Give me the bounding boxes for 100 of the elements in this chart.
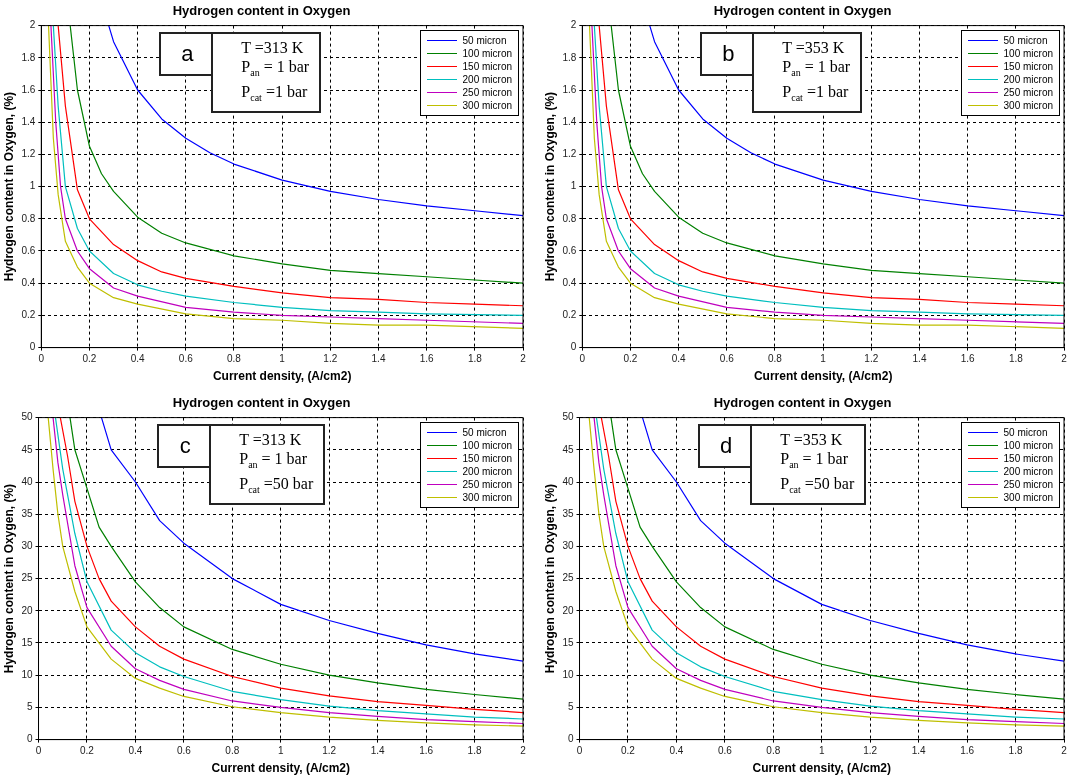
y-axis-title: Hydrogen content in Oxygen, (%) xyxy=(542,91,557,282)
chart-title: Hydrogen content in Oxygen xyxy=(172,395,351,411)
x-tick-label: 1 xyxy=(279,353,286,365)
x-tick-label: 1.2 xyxy=(864,353,879,365)
y-tick-label: 1.6 xyxy=(21,83,36,95)
x-axis-title: Current density, (A/cm2) xyxy=(752,761,891,776)
y-tick-label: 20 xyxy=(562,604,574,616)
y-tick-label: 0.6 xyxy=(562,244,577,256)
y-tick-label: 0.8 xyxy=(562,212,577,224)
legend-label: 200 micron xyxy=(462,464,512,478)
y-tick-label: 40 xyxy=(21,475,33,487)
chart-title: Hydrogen content in Oxygen xyxy=(172,3,351,19)
legend-label: 100 micron xyxy=(1003,46,1053,60)
x-tick-label: 0.2 xyxy=(623,353,638,365)
x-tick-label: 0.4 xyxy=(671,353,687,365)
annotation: T =353 K xyxy=(782,37,846,57)
legend-label: 100 micron xyxy=(462,438,512,452)
x-tick-label: 1.8 xyxy=(1008,745,1023,757)
y-tick-label: 0.2 xyxy=(562,309,577,321)
chart-title: Hydrogen content in Oxygen xyxy=(713,395,892,411)
annotation: P$_{an}$ = 1 bar xyxy=(782,56,851,80)
legend-label: 300 micron xyxy=(462,490,512,504)
legend-label: 50 micron xyxy=(462,33,507,47)
y-tick-label: 2 xyxy=(29,19,36,31)
y-tick-label: 0 xyxy=(570,341,577,353)
conditions-box: T =313 K P$_{an}$ = 1 bar P$_{cat}$ =50 bar xyxy=(209,423,326,505)
y-tick-label: 50 xyxy=(21,411,33,423)
x-tick-label: 0.8 xyxy=(768,353,783,365)
x-tick-label: 0.2 xyxy=(80,745,95,757)
y-tick-label: 1.4 xyxy=(21,115,36,127)
y-tick-label: 50 xyxy=(562,411,574,423)
annotation: P$_{cat}$ =1 bar xyxy=(782,81,850,105)
x-tick-label: 1.6 xyxy=(419,353,435,365)
x-axis-title: Current density, (A/cm2) xyxy=(753,369,893,384)
annotation: P$_{an}$ = 1 bar xyxy=(241,56,310,80)
legend-label: 50 micron xyxy=(1003,425,1048,439)
x-tick-label: 0.6 xyxy=(719,353,735,365)
y-tick-label: 1.2 xyxy=(562,148,577,160)
y-tick-label: 0.8 xyxy=(21,212,36,224)
x-tick-label: 1.4 xyxy=(911,745,927,757)
annotation: P$_{cat}$ =50 bar xyxy=(239,473,314,497)
y-axis-title: Hydrogen content in Oxygen, (%) xyxy=(1,483,16,674)
x-tick-label: 0.2 xyxy=(621,745,636,757)
y-tick-label: 20 xyxy=(21,604,33,616)
y-tick-label: 15 xyxy=(21,636,33,648)
x-tick-label: 1.6 xyxy=(419,745,434,757)
x-tick-label: 0.2 xyxy=(82,353,97,365)
y-tick-label: 25 xyxy=(21,572,33,584)
x-tick-label: 0.6 xyxy=(176,745,192,757)
y-tick-label: 1.8 xyxy=(562,51,577,63)
x-tick-label: 2 xyxy=(1061,353,1068,365)
legend-label: 300 micron xyxy=(1003,98,1053,112)
x-tick-label: 1.2 xyxy=(323,353,338,365)
y-tick-label: 10 xyxy=(562,668,574,680)
chart-title: Hydrogen content in Oxygen xyxy=(713,3,892,19)
legend-label: 100 micron xyxy=(1003,438,1053,452)
y-tick-label: 45 xyxy=(562,443,574,455)
legend-label: 100 micron xyxy=(462,46,512,60)
y-tick-label: 1 xyxy=(29,180,36,192)
legend-label: 150 micron xyxy=(462,451,512,465)
y-axis-title: Hydrogen content in Oxygen, (%) xyxy=(542,483,557,674)
x-tick-label: 0.8 xyxy=(766,745,781,757)
x-tick-label: 0 xyxy=(38,353,45,365)
y-tick-label: 45 xyxy=(21,443,33,455)
x-tick-label: 0.6 xyxy=(717,745,733,757)
y-tick-label: 0.4 xyxy=(562,276,577,288)
y-tick-label: 5 xyxy=(26,701,33,713)
x-tick-label: 1.4 xyxy=(370,745,386,757)
legend-label: 300 micron xyxy=(1003,490,1053,504)
x-tick-label: 1.8 xyxy=(467,353,483,365)
legend-label: 250 micron xyxy=(462,477,512,491)
x-tick-label: 0.4 xyxy=(128,745,143,757)
y-tick-label: 30 xyxy=(562,540,574,552)
annotation: P$_{cat}$ =50 bar xyxy=(780,473,855,497)
x-tick-label: 2 xyxy=(1061,745,1068,757)
legend-label: 50 micron xyxy=(1003,33,1048,47)
y-tick-label: 40 xyxy=(562,475,574,487)
legend-label: 250 micron xyxy=(1003,85,1053,99)
y-tick-label: 1.2 xyxy=(21,148,36,160)
legend-label: 50 micron xyxy=(462,425,507,439)
x-tick-label: 0.4 xyxy=(669,745,684,757)
legend-label: 300 micron xyxy=(462,98,512,112)
y-tick-label: 0.2 xyxy=(21,309,36,321)
x-tick-label: 0.8 xyxy=(227,353,242,365)
legend-label: 150 micron xyxy=(1003,451,1053,465)
x-tick-label: 1.2 xyxy=(863,745,878,757)
conditions-box: T =353 K P$_{an}$ = 1 bar P$_{cat}$ =50 bar xyxy=(750,423,867,505)
x-tick-label: 1.6 xyxy=(960,745,975,757)
annotation: T =313 K xyxy=(239,429,303,449)
x-tick-label: 1 xyxy=(818,745,825,757)
x-tick-label: 2 xyxy=(520,745,527,757)
conditions-box: T =313 K P$_{an}$ = 1 bar P$_{cat}$ =1 bar xyxy=(211,31,322,113)
x-tick-label: 1.4 xyxy=(371,353,386,365)
x-tick-label: 1.2 xyxy=(322,745,337,757)
x-tick-label: 0.4 xyxy=(130,353,146,365)
y-tick-label: 0 xyxy=(567,733,574,745)
y-tick-label: 1.6 xyxy=(562,83,577,95)
legend-label: 250 micron xyxy=(462,85,512,99)
y-tick-label: 30 xyxy=(21,540,33,552)
x-tick-label: 1.8 xyxy=(467,745,482,757)
